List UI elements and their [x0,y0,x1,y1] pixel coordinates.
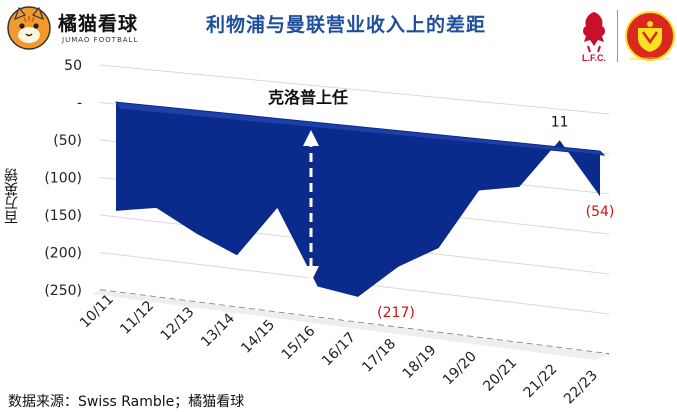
y-tick-label: 50 [64,58,82,74]
cat-logo-icon [7,6,51,50]
manchester-united-logo-text: MANCHESTER UNITED [630,57,670,61]
y-axis-ticks: 50 - (50) (100) (150) (200) (250) [44,58,82,299]
data-label: (217) [377,305,415,321]
y-tick-label: (50) [53,133,82,149]
x-tick-label: 18/19 [400,342,440,382]
annotation-text: 克洛普上任 [268,88,348,107]
y-tick-label: (150) [44,208,82,224]
x-tick-label: 15/16 [279,323,319,363]
y-tick-label: (250) [44,283,82,299]
x-tick-label: 20/21 [480,355,520,395]
gridline [99,64,610,115]
area-fill [116,104,600,297]
brand: 橘猫看球 JUMAO FOOTBALL [6,5,166,53]
x-tick-label: 21/22 [521,361,561,401]
liverpool-logo-text: L.F.C. [582,53,606,63]
data-label: (54) [586,204,615,220]
manchester-united-crest-icon: MANCHESTER UNITED [625,11,675,61]
brand-name: 橘猫看球 [58,13,139,35]
y-tick-label: (200) [44,246,82,262]
annotation-arrow-head-down [303,266,319,282]
x-tick-label: 19/20 [440,349,480,389]
y-tick-label: - [77,96,82,112]
data-labels: (217) 11 (54) [377,114,614,321]
data-label: 11 [551,114,569,130]
y-tick-label: (100) [44,171,82,187]
chart-title: 利物浦与曼联营业收入上的差距 [206,14,487,36]
annotation: 克洛普上任 [268,88,348,282]
x-tick-label: 17/18 [359,336,399,376]
x-tick-label: 14/15 [238,317,278,357]
area-series [115,101,606,297]
logo-divider [617,10,618,62]
x-tick-label: 13/14 [198,310,238,350]
x-tick-label: 22/23 [561,368,601,408]
source-note: 数据来源：Swiss Ramble；橘猫看球 [8,394,245,410]
x-tick-label: 10/11 [77,292,117,332]
x-tick-label: 16/17 [319,330,359,370]
gridline [99,289,610,355]
zero-ribbon [115,101,606,156]
annotation-arrow-head-up [303,130,319,146]
liverpool-crest-icon: L.F.C. [582,12,606,63]
x-tick-label: 12/13 [158,304,198,344]
floor-plane [92,290,609,360]
x-tick-label: 11/12 [117,298,157,338]
brand-subtitle: JUMAO FOOTBALL [62,36,139,44]
